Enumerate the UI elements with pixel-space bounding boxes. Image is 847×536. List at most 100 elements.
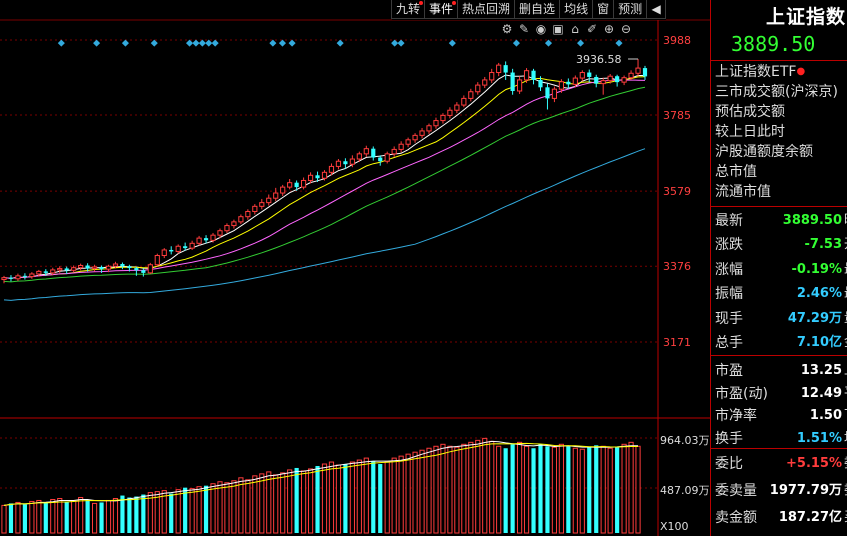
candle-body — [419, 130, 425, 136]
volume-bar — [169, 493, 174, 533]
collapse-arrow-icon[interactable]: ◀ — [646, 0, 667, 19]
stat-value: 7.10亿 — [796, 335, 842, 350]
volume-bar — [405, 453, 411, 534]
price-axis-label: 3171 — [663, 336, 691, 349]
total-market-cap-link[interactable]: 总市值 — [715, 164, 757, 180]
volume-bar — [294, 467, 299, 533]
volume-bar — [349, 461, 355, 534]
brush-icon[interactable]: ✎ — [518, 22, 530, 36]
volume-bar — [440, 443, 446, 534]
candle-body — [91, 266, 98, 269]
candle-body — [1, 277, 7, 281]
candle-body — [363, 148, 369, 155]
basket-icon[interactable]: ⌂ — [571, 22, 579, 36]
event-marker-icon — [121, 39, 129, 47]
volume-bar — [36, 499, 42, 534]
candle-body — [238, 216, 244, 223]
candle-body — [120, 264, 125, 267]
northbound-quota-link[interactable]: 沪股通额度余额 — [715, 144, 813, 160]
volume-bar — [391, 457, 397, 534]
volume-bar — [91, 502, 98, 534]
candle-body — [224, 225, 230, 232]
gear-icon[interactable]: ⚙ — [501, 22, 513, 36]
candle-body — [551, 88, 558, 99]
event-marker-icon — [288, 39, 296, 47]
candle-body — [105, 265, 112, 270]
volume-bar — [175, 489, 181, 534]
volume-bar — [579, 448, 585, 534]
volume-bar — [635, 445, 641, 534]
edit-icon[interactable]: ✐ — [586, 22, 598, 36]
event-marker-icon — [336, 39, 344, 47]
candle-body — [307, 174, 314, 181]
kline-chart-svg[interactable]: 3936.58 — [0, 0, 710, 536]
new-badge-dot — [452, 1, 457, 5]
candle-body — [57, 267, 63, 271]
candle-body — [475, 84, 481, 93]
volume-bar — [307, 468, 314, 534]
volume-bar — [99, 502, 104, 533]
volume-bar — [454, 446, 460, 534]
candle-body — [252, 205, 258, 213]
volume-bar — [259, 473, 265, 534]
divider — [711, 448, 847, 449]
stat-label: 卖金额 — [715, 510, 757, 526]
toolbar-moving-average-button[interactable]: 均线 — [559, 0, 594, 19]
volume-bar — [426, 447, 432, 534]
candle-body — [566, 81, 571, 85]
stat-row: 振幅 2.46%最 — [713, 282, 847, 306]
stat-cutoff-label: 昨 — [844, 209, 847, 233]
candle-body — [183, 246, 188, 249]
zoom-out-icon[interactable]: ⊖ — [620, 22, 632, 36]
stat-label: 市净率 — [715, 408, 757, 424]
volume-bar — [231, 480, 237, 534]
candle-body — [461, 97, 467, 106]
stat-cutoff-label: 均 — [844, 427, 847, 451]
box-icon[interactable]: ▣ — [552, 22, 564, 36]
estimated-turnover-link[interactable]: 预估成交额 — [715, 104, 785, 120]
zoom-in-icon[interactable]: ⊕ — [603, 22, 615, 36]
stat-label: 市盈 — [715, 363, 743, 379]
stat-value: -7.53 — [804, 237, 842, 253]
candle-body — [259, 202, 265, 207]
float-market-cap-link[interactable]: 流通市值 — [715, 184, 771, 200]
volume-bar — [71, 499, 77, 534]
event-marker-icon — [93, 39, 101, 47]
candle-body — [531, 70, 536, 80]
stat-cutoff-label: 量 — [844, 307, 847, 331]
index-name: 上证指数 — [765, 6, 846, 28]
eye-icon[interactable]: ◉ — [535, 22, 547, 36]
candle-body — [454, 104, 460, 111]
vs-yesterday-link[interactable]: 较上日此时 — [715, 124, 785, 140]
etf-link[interactable]: 上证指数ETF● — [715, 64, 806, 80]
candle-body — [356, 153, 362, 160]
market-turnover-link[interactable]: 三市成交额(沪深京) — [715, 84, 838, 100]
volume-bar — [343, 464, 348, 533]
toolbar-hotspot-review-button[interactable]: 热点回溯 — [457, 0, 516, 19]
ma60-line — [3, 148, 646, 301]
volume-bar — [419, 449, 425, 534]
event-marker-icon — [269, 39, 277, 47]
volume-unit-label: X100 — [660, 520, 689, 533]
candle-body — [280, 186, 286, 194]
toolbar-window-button[interactable]: 窗 — [592, 0, 615, 19]
kline-chart-area[interactable]: 3936.58 九转 事件 热点回溯 删自选 均线 窗 预测 ◀ ⚙ ✎ ◉ ▣… — [0, 0, 710, 536]
candle-body — [22, 275, 27, 277]
candle-body — [489, 72, 495, 81]
stat-label: 总手 — [715, 335, 743, 351]
candle-body — [29, 273, 35, 278]
candle-body — [64, 268, 69, 271]
chart-toolbar: 九转 事件 热点回溯 删自选 均线 窗 预测 ◀ — [391, 0, 667, 20]
toolbar-events-button[interactable]: 事件 — [424, 0, 459, 19]
toolbar-forecast-button[interactable]: 预测 — [613, 0, 648, 19]
candle-body — [175, 245, 181, 252]
toolbar-jiuzhuan-button[interactable]: 九转 — [391, 0, 426, 19]
stat-row: 现手 47.29万量 — [713, 307, 847, 331]
volume-bar — [134, 496, 139, 533]
volume-bar — [516, 441, 523, 534]
candle-body — [343, 161, 348, 165]
toolbar-remove-watchlist-button[interactable]: 删自选 — [514, 0, 561, 19]
volume-bar — [8, 503, 14, 533]
volume-bar — [273, 474, 279, 534]
volume-bar — [217, 481, 223, 534]
